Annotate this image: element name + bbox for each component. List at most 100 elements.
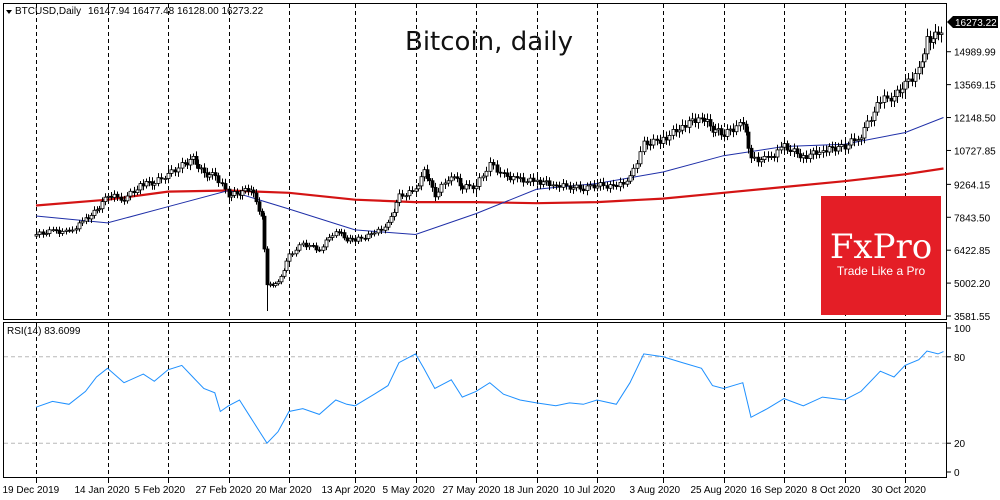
candle-body xyxy=(481,175,486,179)
candle-body xyxy=(216,175,221,184)
candle-body xyxy=(734,125,739,133)
price-tick-label: 10727.85 xyxy=(954,146,996,157)
candle-body xyxy=(495,164,500,173)
candle-body xyxy=(394,201,399,213)
candle-body xyxy=(376,228,381,234)
candle-body xyxy=(561,183,566,188)
candle-body xyxy=(455,176,460,179)
candle-body xyxy=(260,210,265,217)
candle-body xyxy=(202,167,207,174)
price-tick-label: 12148.50 xyxy=(954,114,996,125)
price-pane-frame xyxy=(3,3,947,320)
candle-body xyxy=(460,185,465,190)
candle-body xyxy=(125,195,130,202)
candle-body xyxy=(119,196,124,201)
candle-body xyxy=(922,53,927,63)
candle-body xyxy=(713,129,718,133)
candles xyxy=(34,24,944,311)
candle-body xyxy=(515,176,520,179)
candle-body xyxy=(574,184,579,189)
price-axis: 14989.99 13569.15 12148.50 10727.85 9264.15 7… xyxy=(947,48,996,323)
candle-body xyxy=(906,78,911,82)
candle-body xyxy=(671,128,676,136)
candle-body xyxy=(817,151,822,155)
candle-body xyxy=(705,119,710,122)
candle-body xyxy=(611,184,616,187)
candle-body xyxy=(223,183,228,190)
candle-body xyxy=(728,128,733,131)
candle-body xyxy=(240,190,245,196)
candle-body xyxy=(645,140,650,145)
candle-body xyxy=(792,148,797,153)
candle-body xyxy=(677,129,682,133)
candle-body xyxy=(592,184,597,189)
candle-body xyxy=(869,120,874,122)
candle-body xyxy=(738,122,743,127)
candle-body xyxy=(141,183,146,187)
candle-body xyxy=(419,176,424,187)
x-tick-label: 10 Jul 2020 xyxy=(564,485,616,496)
candle-body xyxy=(304,242,309,248)
candle-body xyxy=(795,148,800,155)
candle-body xyxy=(696,117,701,124)
candle-body xyxy=(862,127,867,139)
candle-body xyxy=(642,140,647,153)
price-tick-label: 13569.15 xyxy=(954,81,996,92)
candle-body xyxy=(722,134,727,137)
candle-body xyxy=(746,131,751,149)
candle-body xyxy=(386,221,391,228)
x-tick-label: 30 Oct 2020 xyxy=(872,485,927,496)
ohlc-values: 16147.94 16477.48 16128.00 16273.22 xyxy=(88,6,264,17)
candle-body xyxy=(655,138,660,141)
candle-body xyxy=(301,242,306,246)
rsi-tick-label: 80 xyxy=(954,353,966,364)
x-tick-label: 13 Apr 2020 xyxy=(322,485,376,496)
candle-body xyxy=(605,185,610,189)
candle-body xyxy=(307,244,312,248)
candle-body xyxy=(824,150,829,153)
candle-body xyxy=(44,233,49,235)
candle-body xyxy=(389,216,394,223)
candle-body xyxy=(379,228,384,231)
candle-body xyxy=(581,188,586,192)
symbol-dropdown-icon[interactable] xyxy=(6,10,12,14)
x-axis: 19 Dec 2019 14 Jan 2020 5 Feb 2020 27 Feb 2… xyxy=(3,478,927,496)
candle-body xyxy=(744,123,749,133)
candle-body xyxy=(180,162,185,169)
logo-background xyxy=(821,196,941,315)
candle-body xyxy=(188,158,193,166)
candle-body xyxy=(541,181,546,185)
candle-body xyxy=(846,144,851,150)
candle-body xyxy=(279,275,284,283)
candle-body xyxy=(708,119,713,127)
candle-body xyxy=(359,236,364,239)
chart-title: Bitcoin, daily xyxy=(405,27,573,57)
candle-body xyxy=(625,180,630,185)
candle-body xyxy=(788,149,793,153)
candle-body xyxy=(89,214,94,220)
candle-body xyxy=(34,234,39,237)
candle-body xyxy=(246,188,251,192)
x-tick-label: 25 Aug 2020 xyxy=(691,485,748,496)
candle-body xyxy=(635,163,640,169)
candle-body xyxy=(474,185,479,190)
candle-body xyxy=(397,193,402,203)
candle-body xyxy=(525,181,530,184)
current-price-marker xyxy=(947,16,998,28)
candle-body xyxy=(931,38,936,43)
candle-body xyxy=(103,196,108,202)
x-tick-label: 16 Sep 2020 xyxy=(751,485,808,496)
candle-body xyxy=(207,174,212,178)
rsi-label: RSI(14) 83.6099 xyxy=(7,326,81,337)
candle-body xyxy=(311,244,316,247)
ma-fast-line xyxy=(35,117,944,236)
candle-body xyxy=(865,120,870,128)
price-tick-label: 9264.15 xyxy=(954,180,991,191)
candle-body xyxy=(67,229,72,232)
x-tick-label: 20 Mar 2020 xyxy=(256,485,313,496)
candle-body xyxy=(159,177,164,180)
candle-body xyxy=(276,281,281,285)
candle-body xyxy=(356,236,361,242)
candle-body xyxy=(366,233,371,239)
candle-body xyxy=(106,195,111,198)
